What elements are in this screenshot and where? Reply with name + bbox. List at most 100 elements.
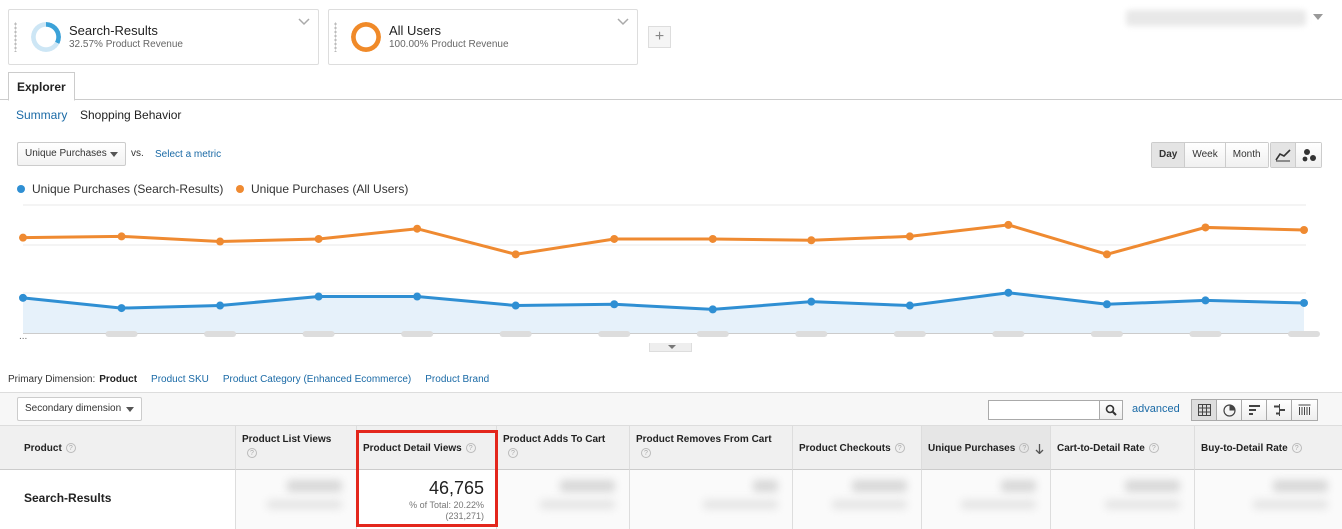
data-point[interactable] (117, 304, 126, 313)
data-point[interactable] (610, 300, 619, 309)
data-point[interactable] (610, 234, 619, 243)
date-range-picker[interactable] (1126, 10, 1306, 26)
drag-handle[interactable] (14, 22, 17, 52)
search-icon (1105, 404, 1117, 416)
help-icon[interactable]: ? (641, 448, 651, 458)
data-point[interactable] (1004, 288, 1013, 297)
table-cell-buy-to-detail-rate (1195, 470, 1342, 529)
dimension-product[interactable]: Product (99, 374, 138, 385)
caret-down-icon[interactable] (1313, 14, 1323, 20)
data-point[interactable] (708, 305, 717, 314)
column-header-product-checkouts[interactable]: Product Checkouts? (793, 426, 922, 470)
add-segment-button[interactable]: + (648, 26, 671, 48)
line-chart-icon (1275, 149, 1291, 162)
comparison-view-button[interactable] (1267, 400, 1292, 420)
column-header-cart-to-detail-rate[interactable]: Cart-to-Detail Rate? (1051, 426, 1195, 470)
table-search-input[interactable] (988, 400, 1100, 420)
pie-view-button[interactable] (1217, 400, 1242, 420)
column-header-product-list-views[interactable]: Product List Views? (236, 426, 357, 470)
data-point[interactable] (1201, 223, 1210, 232)
x-tick-label (795, 331, 828, 337)
collapse-chart-handle[interactable] (649, 343, 692, 352)
help-icon[interactable]: ? (894, 443, 905, 454)
week-button[interactable]: Week (1185, 143, 1226, 167)
subtab-summary[interactable]: Summary (16, 108, 68, 122)
bubble-chart-icon (1302, 149, 1316, 162)
dimension-product-category[interactable]: Product Category (Enhanced Ecommerce) (222, 374, 412, 385)
x-tick-label (105, 331, 138, 337)
line-chart-button[interactable] (1271, 143, 1296, 167)
data-point[interactable] (1004, 220, 1013, 229)
segment-card-search-results[interactable]: Search-Results 32.57% Product Revenue (8, 9, 319, 65)
column-header-label: Product Checkouts (799, 443, 891, 454)
motion-chart-button[interactable] (1296, 143, 1321, 167)
primary-dimension-label: Primary Dimension: (8, 374, 96, 385)
column-header-buy-to-detail-rate[interactable]: Buy-to-Detail Rate? (1195, 426, 1342, 470)
help-icon[interactable]: ? (247, 448, 257, 458)
row-product-name[interactable]: Search-Results (24, 491, 112, 505)
data-table-view-button[interactable] (1192, 400, 1217, 420)
data-point[interactable] (413, 292, 422, 301)
help-icon[interactable]: ? (1291, 443, 1302, 454)
data-point[interactable] (19, 293, 27, 302)
secondary-dimension-select[interactable]: Secondary dimension (17, 397, 142, 421)
data-point[interactable] (905, 232, 914, 241)
data-point[interactable] (1300, 226, 1308, 234)
data-point[interactable] (511, 250, 520, 259)
drag-handle[interactable] (334, 22, 337, 52)
column-header-unique-purchases[interactable]: Unique Purchases? (922, 426, 1051, 470)
performance-view-button[interactable] (1242, 400, 1267, 420)
pivot-icon (1298, 404, 1311, 415)
data-point[interactable] (1201, 296, 1210, 305)
data-point[interactable] (511, 301, 520, 310)
help-icon[interactable]: ? (65, 443, 76, 454)
search-button[interactable] (1099, 400, 1123, 420)
primary-dimension-bar: Primary Dimension: Product Product SKU P… (8, 374, 489, 385)
dimension-product-sku[interactable]: Product SKU (151, 374, 209, 385)
data-point[interactable] (216, 237, 225, 246)
segment-card-all-users[interactable]: All Users 100.00% Product Revenue (328, 9, 638, 65)
data-point[interactable] (1102, 300, 1111, 309)
legend-label: Unique Purchases (Search-Results) (32, 182, 224, 196)
data-point[interactable] (1102, 250, 1111, 259)
month-button[interactable]: Month (1225, 143, 1268, 167)
sort-descending-icon[interactable] (1035, 444, 1044, 454)
day-button[interactable]: Day (1152, 143, 1186, 167)
series-line (22, 223, 1305, 256)
chevron-down-icon[interactable] (617, 16, 629, 28)
x-tick-label (401, 331, 434, 337)
data-point[interactable] (807, 297, 816, 306)
legend-label: Unique Purchases (All Users) (251, 182, 409, 196)
column-header-product[interactable]: Product? (0, 426, 236, 470)
pivot-view-button[interactable] (1292, 400, 1317, 420)
data-point[interactable] (413, 224, 422, 233)
data-point[interactable] (314, 234, 323, 243)
select-metric-link[interactable]: Select a metric (155, 149, 222, 160)
help-icon[interactable]: ? (508, 448, 518, 458)
dimension-product-brand[interactable]: Product Brand (425, 374, 490, 385)
data-point[interactable] (807, 236, 816, 245)
help-icon[interactable]: ? (1148, 443, 1159, 454)
column-header-product-detail-views[interactable]: Product Detail Views? (357, 426, 497, 470)
subtab-shopping-behavior[interactable]: Shopping Behavior (80, 108, 182, 122)
column-header-product-adds-to-cart[interactable]: Product Adds To Cart? (497, 426, 630, 470)
segment-ring-icon (351, 22, 381, 52)
chart-more-label: ... (19, 331, 27, 342)
vs-label: vs. (131, 148, 144, 159)
data-point[interactable] (708, 234, 717, 243)
data-point[interactable] (216, 301, 225, 310)
metric-select[interactable]: Unique Purchases (17, 142, 126, 166)
tab-explorer[interactable]: Explorer (8, 72, 75, 101)
data-point[interactable] (117, 232, 126, 241)
column-header-label: Product Adds To Cart (503, 434, 606, 445)
data-point[interactable] (19, 233, 27, 242)
data-point[interactable] (905, 301, 914, 310)
chevron-down-icon[interactable] (298, 16, 310, 28)
data-point[interactable] (1300, 298, 1308, 307)
help-icon[interactable]: ? (1019, 443, 1030, 454)
help-icon[interactable]: ? (465, 443, 476, 454)
advanced-filter-link[interactable]: advanced (1132, 403, 1180, 415)
data-point[interactable] (314, 292, 323, 301)
series-area (23, 292, 1304, 333)
column-header-product-removes-from-cart[interactable]: Product Removes From Cart? (630, 426, 793, 470)
